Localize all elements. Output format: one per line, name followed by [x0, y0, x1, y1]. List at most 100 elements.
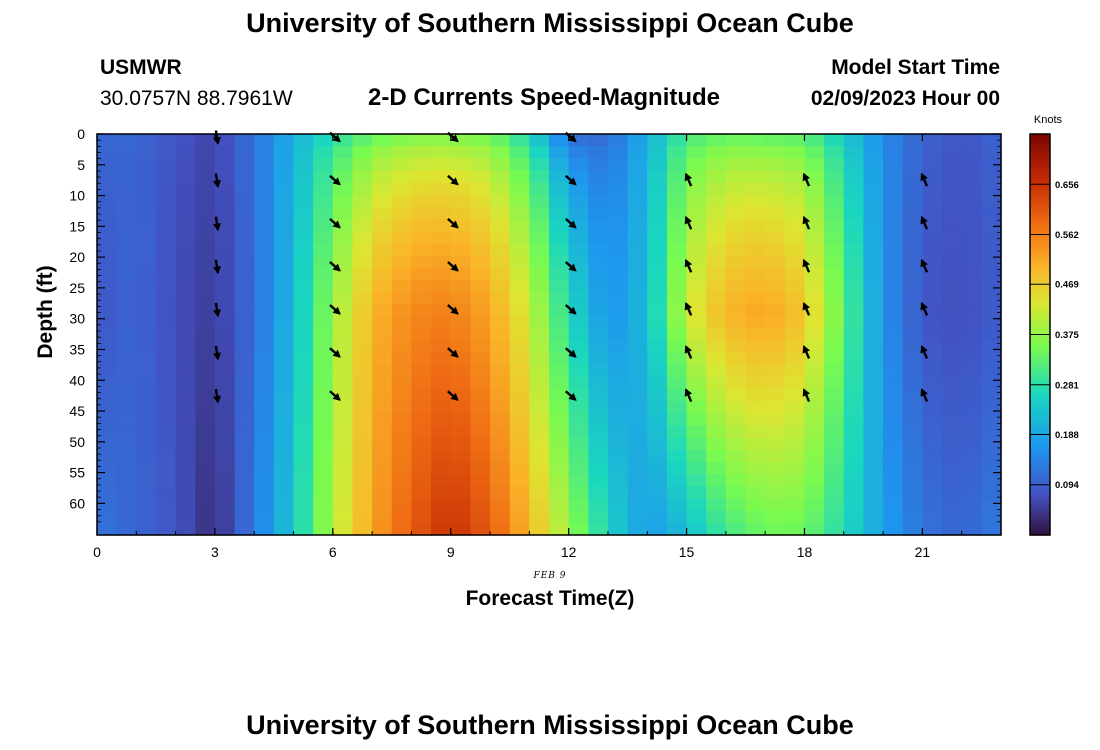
heatmap-cell [627, 182, 648, 196]
heatmap-cell [686, 352, 707, 366]
heatmap-cell [745, 243, 766, 257]
heatmap-cell [686, 291, 707, 305]
heatmap-cell [725, 377, 747, 390]
heatmap-cell [824, 522, 845, 536]
heatmap-cell [391, 474, 413, 487]
heatmap-cell [175, 316, 196, 330]
heatmap-cell [116, 340, 137, 354]
heatmap-cell [234, 328, 255, 342]
heatmap-cell [568, 498, 589, 512]
heatmap-cell [273, 194, 295, 208]
heatmap-cell [313, 510, 334, 524]
heatmap-cell [942, 328, 963, 342]
heatmap-cell [902, 304, 923, 317]
heatmap-cell [706, 206, 727, 220]
heatmap-cell [273, 377, 295, 390]
heatmap-cell [254, 510, 275, 524]
heatmap-cell [175, 255, 196, 269]
heatmap-cell [784, 352, 806, 366]
colorbar-segment [1030, 220, 1050, 225]
heatmap-cell [607, 364, 629, 378]
heatmap-cell [843, 437, 865, 451]
heatmap-cell [922, 401, 943, 415]
heatmap-cell [883, 401, 904, 415]
heatmap-cell [155, 413, 177, 427]
heatmap-cell [195, 146, 216, 159]
heatmap-cell [195, 134, 216, 147]
heatmap-cell [97, 413, 118, 427]
heatmap-cell [352, 522, 373, 536]
heatmap-cell [568, 182, 589, 196]
heatmap-cell [234, 510, 255, 524]
current-arrow [329, 174, 341, 186]
heatmap-cell [273, 340, 295, 354]
heatmap-cell [784, 474, 806, 487]
heatmap-cell [804, 449, 825, 463]
x-tick-label: 9 [447, 544, 455, 560]
heatmap-cell [214, 510, 236, 524]
heatmap-cell [627, 194, 648, 208]
heatmap-cell [647, 219, 668, 232]
heatmap-cell [175, 413, 196, 427]
heatmap-cell [529, 340, 550, 354]
heatmap-cell [647, 182, 668, 196]
heatmap-cell [607, 291, 629, 305]
heatmap-cell [372, 340, 393, 354]
model-start-label: Model Start Time [831, 56, 1000, 79]
heatmap-cell [431, 425, 452, 439]
heatmap-cell [942, 243, 963, 257]
heatmap-cell [234, 267, 255, 281]
heatmap-cell [666, 194, 688, 208]
heatmap-cell [568, 413, 589, 427]
y-tick-label: 50 [69, 434, 85, 450]
heatmap-cell [725, 304, 747, 317]
colorbar-segment [1030, 160, 1050, 165]
heatmap-cell [843, 352, 865, 366]
heatmap-cell [666, 498, 688, 512]
heatmap-cell [765, 522, 786, 536]
heatmap-cell [254, 449, 275, 463]
heatmap-cell [627, 352, 648, 366]
heatmap-cell [273, 413, 295, 427]
heatmap-cell [116, 243, 137, 257]
heatmap-cell [195, 182, 216, 196]
heatmap-cell [843, 255, 865, 269]
colorbar-segment [1030, 244, 1050, 249]
colorbar-tick-label: 0.375 [1055, 330, 1079, 341]
heatmap-cell [391, 401, 413, 415]
heatmap-cell [391, 486, 413, 500]
heatmap-cell [942, 267, 963, 281]
heatmap-cell [234, 389, 255, 402]
colorbar-segment [1030, 464, 1050, 469]
heatmap-cell [804, 146, 825, 159]
heatmap-cell [981, 158, 1002, 172]
heatmap-cell [509, 206, 530, 220]
heatmap-cell [902, 364, 923, 378]
heatmap-cell [745, 206, 766, 220]
colorbar-segment [1030, 451, 1050, 456]
heatmap-cell [529, 231, 550, 244]
heatmap-cell [431, 328, 452, 342]
heatmap-cell [254, 231, 275, 244]
heatmap-cell [136, 243, 157, 257]
heatmap-cell [529, 401, 550, 415]
heatmap-cell [725, 134, 747, 147]
heatmap-cell [765, 158, 786, 172]
heatmap-cell [195, 364, 216, 378]
heatmap-cell [332, 231, 354, 244]
heatmap-cell [116, 498, 137, 512]
heatmap-cell [490, 328, 511, 342]
heatmap-cell [588, 146, 609, 159]
heatmap-cell [883, 158, 904, 172]
colorbar-segment [1030, 454, 1050, 459]
colorbar-tick-label: 0.469 [1055, 280, 1079, 291]
heatmap-cell [136, 340, 157, 354]
heatmap-cell [765, 364, 786, 378]
heatmap-cell [352, 231, 373, 244]
heatmap-cell [293, 522, 314, 536]
heatmap-cell [372, 352, 393, 366]
heatmap-cell [902, 352, 923, 366]
heatmap-cell [234, 304, 255, 317]
heatmap-cell [195, 291, 216, 305]
colorbar-segment [1030, 210, 1050, 215]
